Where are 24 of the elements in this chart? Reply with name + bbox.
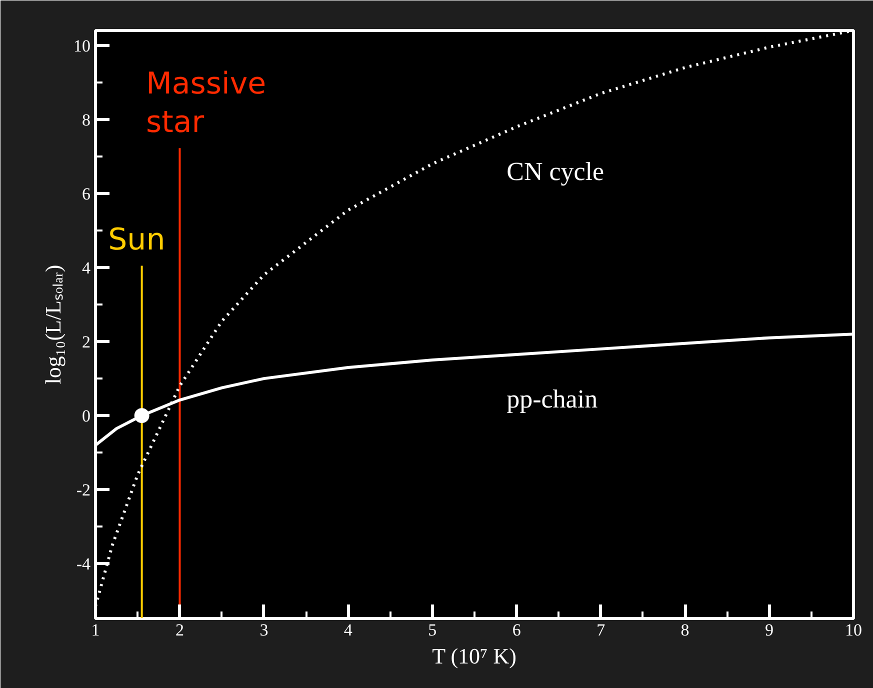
x-tick-label: 6 (512, 620, 521, 640)
ref-line-label: Sun (108, 222, 166, 258)
x-axis-title: T (10⁷ K) (432, 644, 516, 668)
series-label: CN cycle (506, 156, 604, 186)
y-tick-label: 8 (82, 110, 90, 130)
y-tick-label: 2 (82, 332, 90, 352)
y-axis-title: log₁₀(L/Lₛₒₗₐᵣ) (40, 264, 66, 384)
x-tick-label: 10 (845, 620, 862, 640)
y-tick-label: 10 (74, 36, 90, 56)
x-tick-label: 1 (91, 620, 100, 640)
ref-line-label: Massive star (146, 66, 266, 140)
y-tick-label: 0 (82, 406, 90, 426)
x-tick-label: 8 (680, 620, 690, 640)
y-tick-label: -2 (76, 480, 91, 500)
series-label: pp-chain (506, 384, 598, 414)
x-tick-label: 7 (596, 620, 606, 640)
x-tick-label: 9 (765, 620, 774, 640)
y-tick-label: 4 (82, 258, 91, 278)
y-tick-label: -4 (76, 554, 91, 574)
x-tick-label: 2 (175, 620, 184, 640)
x-tick-label: 5 (428, 620, 437, 640)
x-tick-label: 3 (260, 620, 268, 640)
x-tick-label: 4 (344, 620, 353, 640)
y-tick-label: 6 (82, 184, 90, 204)
